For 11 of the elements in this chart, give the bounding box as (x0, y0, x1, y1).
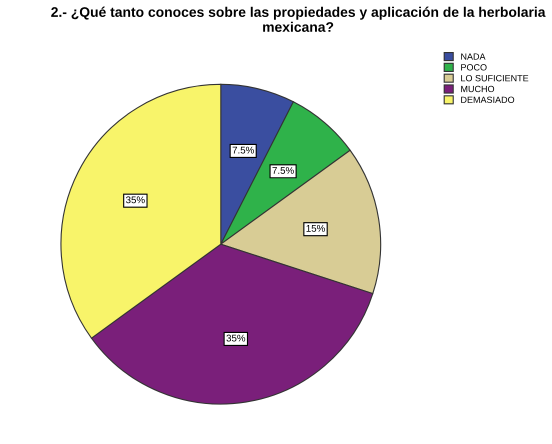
legend-label: NADA (461, 53, 486, 60)
legend-label: MUCHO (461, 86, 494, 92)
data-label: 15% (306, 224, 325, 232)
chart-title: 2.- ¿Qué tanto conoces sobre las propiedades y aplicación de la herbolaria mexicana? (51, 6, 546, 32)
data-label: 7.5% (232, 146, 254, 154)
legend-label: DEMASIADO (461, 96, 514, 103)
legend-label: POCO (461, 64, 487, 71)
data-label: 35% (226, 334, 246, 342)
data-label: 35% (126, 196, 145, 204)
data-label: 7.5% (272, 167, 294, 174)
legend-label: LO SUFICIENTE (461, 74, 528, 82)
